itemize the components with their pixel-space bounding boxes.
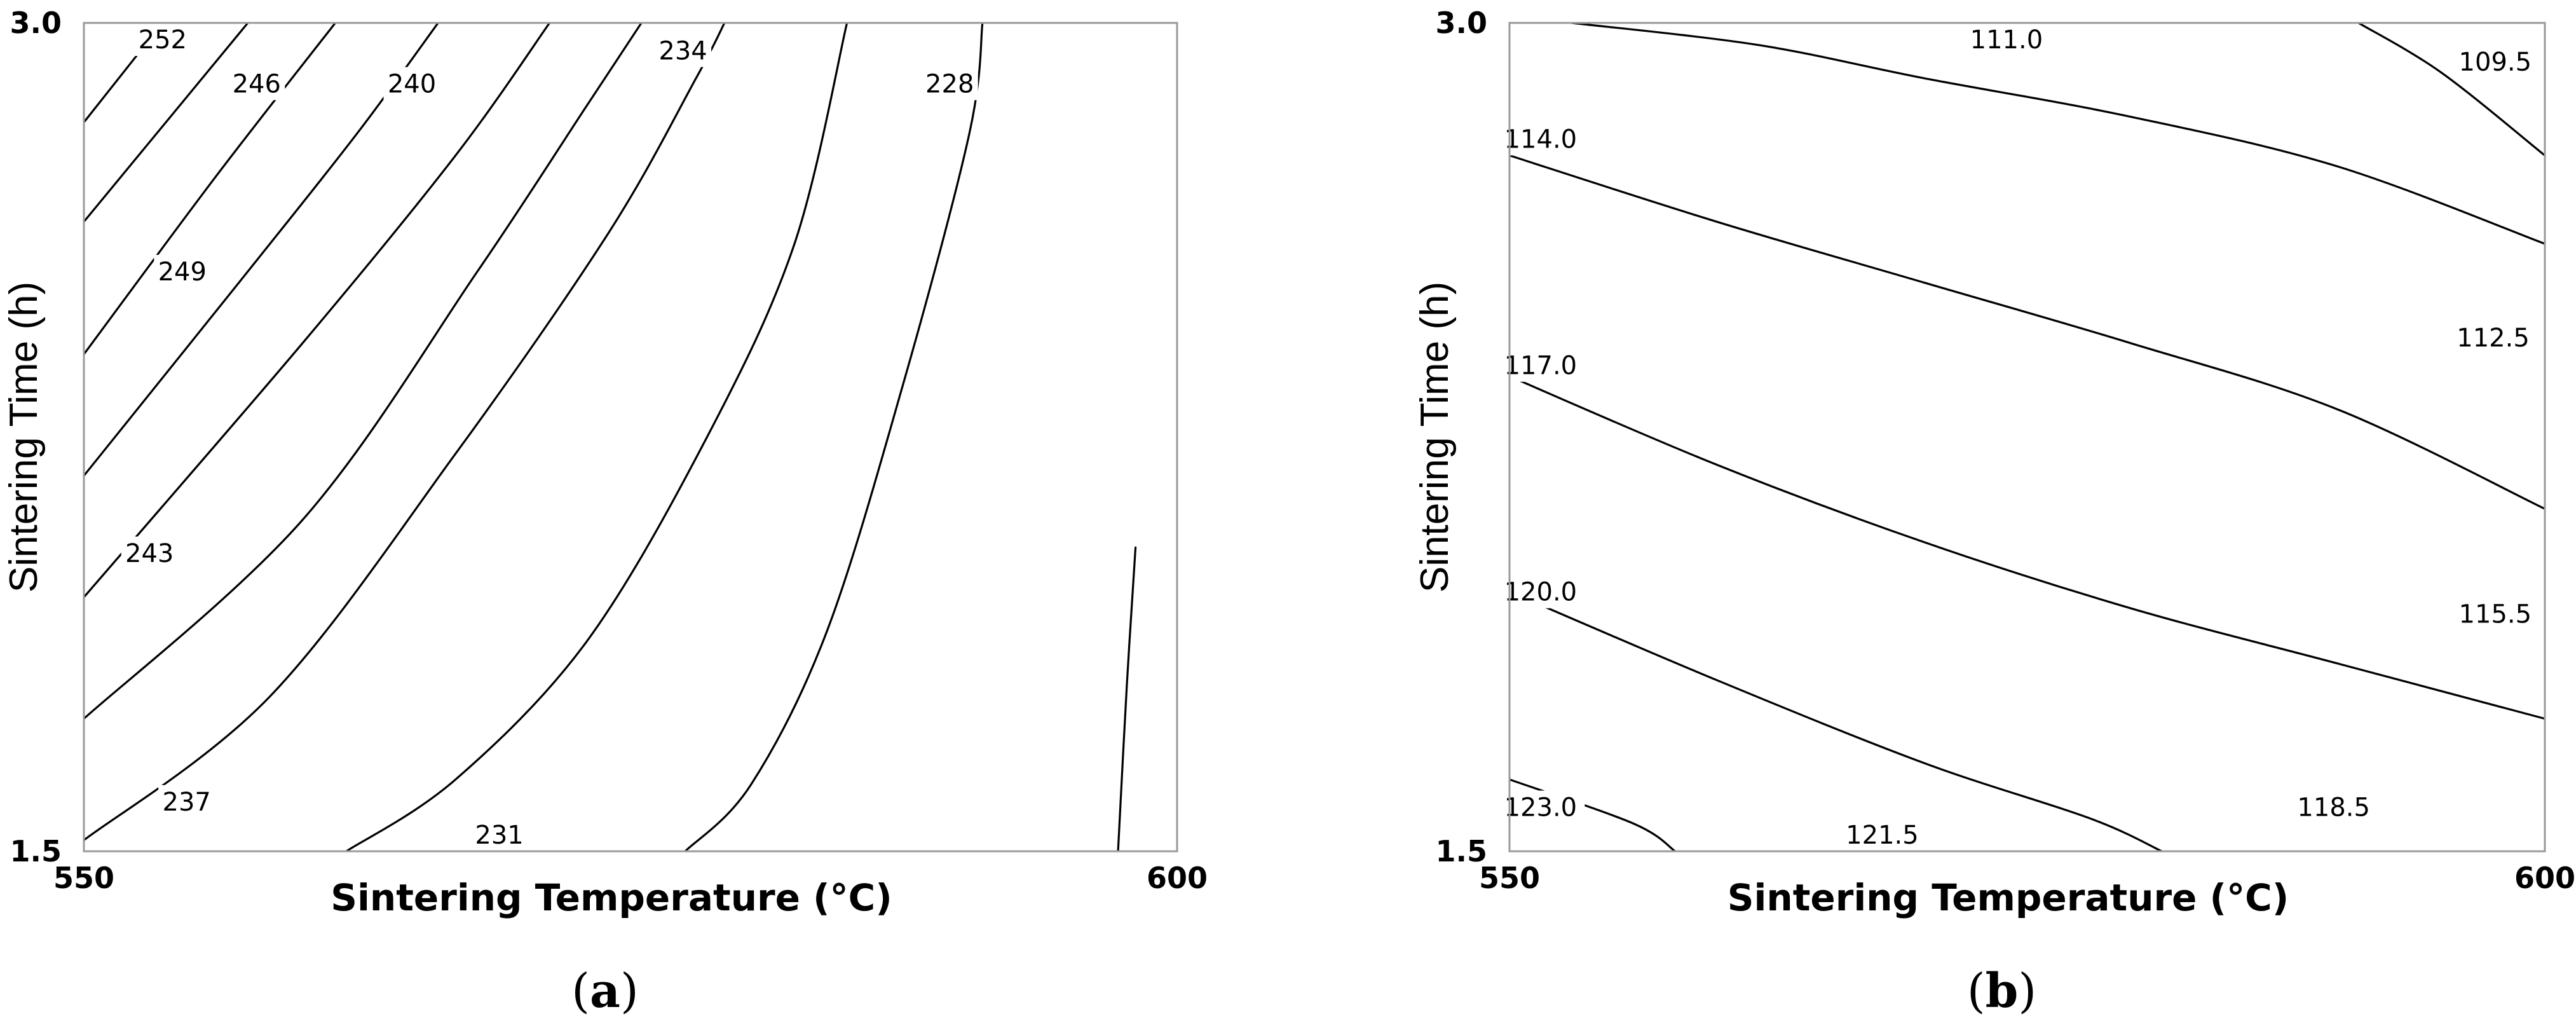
contour-label-backing bbox=[1962, 23, 2051, 57]
contour-label: 118.5 bbox=[2297, 793, 2370, 823]
contour-label: 252 bbox=[139, 25, 187, 55]
x-tick-label: 550 bbox=[1479, 861, 1540, 895]
contour-lines bbox=[1509, 23, 2545, 851]
contour-line-123.0 bbox=[1509, 778, 1677, 851]
x-tick-label: 550 bbox=[53, 861, 114, 895]
contour-line-225 bbox=[1117, 546, 1137, 851]
x-axis-label: Sintering Temperature (°C) bbox=[331, 876, 892, 919]
contour-label-backing bbox=[1496, 348, 1585, 382]
contour-lines bbox=[84, 23, 1137, 851]
contour-label: 246 bbox=[233, 70, 281, 99]
contour-label-backing bbox=[471, 818, 528, 851]
panel-label: (b) bbox=[1967, 964, 2037, 1018]
contour-label-backing bbox=[121, 536, 178, 570]
contour-label-backing bbox=[2451, 45, 2540, 78]
contour-label-backing bbox=[921, 67, 978, 100]
contour-label-backing bbox=[228, 67, 285, 100]
contour-line-117.0 bbox=[1509, 375, 2545, 720]
contour-line-240 bbox=[84, 23, 551, 598]
contour-line-246 bbox=[84, 23, 337, 355]
contour-label-backing bbox=[134, 23, 191, 57]
contour-line-237 bbox=[84, 23, 643, 720]
contour-label: 111.0 bbox=[1970, 25, 2043, 55]
contour-label: 121.5 bbox=[1846, 821, 1919, 850]
y-tick-label: 1.5 bbox=[1436, 834, 1488, 868]
contour-label: 120.0 bbox=[1504, 578, 1578, 607]
contour-label: 112.5 bbox=[2457, 324, 2530, 353]
contour-label-backing bbox=[158, 785, 215, 818]
y-tick-label: 3.0 bbox=[1436, 6, 1488, 40]
contour-line-249 bbox=[84, 23, 249, 223]
contour-label-backing bbox=[1496, 122, 1585, 156]
y-tick-label: 3.0 bbox=[10, 6, 62, 40]
contour-label-backing bbox=[154, 254, 211, 288]
contour-line-111.0 bbox=[1571, 23, 2545, 245]
plot-frame bbox=[83, 22, 1178, 853]
contour-line-234 bbox=[84, 23, 726, 842]
contour-label-backing bbox=[2449, 321, 2538, 355]
x-tick-label: 600 bbox=[2514, 861, 2575, 895]
plot-frame bbox=[1508, 22, 2546, 853]
x-tick-label: 600 bbox=[1147, 861, 1208, 895]
contour-labels: 111.0 109.5 114.0 112.5 117.0 115.5 120.0 118.5… bbox=[1496, 23, 2540, 851]
panel-label: (a) bbox=[571, 964, 639, 1018]
contour-label-backing bbox=[655, 34, 712, 67]
y-axis-label: Sintering Time (h) bbox=[1413, 282, 1457, 593]
contour-line-114.0 bbox=[1509, 154, 2545, 510]
contour-label-backing bbox=[383, 67, 440, 100]
contour-line-228 bbox=[684, 23, 984, 851]
contour-label: 115.5 bbox=[2459, 600, 2532, 629]
contour-label-backing bbox=[2289, 790, 2378, 824]
contour-label-backing bbox=[2451, 597, 2540, 631]
contour-label: 109.5 bbox=[2459, 48, 2532, 77]
contour-label: 228 bbox=[925, 70, 974, 99]
contour-line-109.5 bbox=[2357, 23, 2545, 157]
x-axis-label: Sintering Temperature (°C) bbox=[1728, 876, 2289, 919]
contour-line-120.0 bbox=[1509, 591, 2163, 851]
contour-label: 249 bbox=[158, 257, 207, 287]
contour-label: 243 bbox=[125, 539, 174, 568]
contour-panel-b: 111.0 109.5 114.0 112.5 117.0 115.5 120.0 118.5… bbox=[1413, 6, 2575, 1018]
y-tick-label: 1.5 bbox=[10, 834, 62, 868]
contour-label-backing bbox=[1496, 790, 1585, 824]
contour-label-backing bbox=[1496, 575, 1585, 608]
y-axis-label: Sintering Time (h) bbox=[2, 282, 46, 593]
contour-label: 114.0 bbox=[1504, 125, 1578, 154]
contour-label: 234 bbox=[658, 36, 707, 65]
contour-label: 240 bbox=[388, 70, 436, 99]
contour-panel-a: 252 246 240 234 228 249 243 237 231 1.5 3.0 550 600 S… bbox=[2, 6, 1208, 1018]
contour-label: 237 bbox=[163, 788, 211, 817]
contour-labels: 252 246 240 234 228 249 243 237 231 bbox=[121, 23, 978, 851]
contour-label: 231 bbox=[475, 821, 523, 850]
contour-label: 117.0 bbox=[1504, 352, 1578, 381]
contour-label-backing bbox=[1837, 818, 1926, 851]
contour-line-231 bbox=[345, 23, 848, 851]
contour-label: 123.0 bbox=[1504, 793, 1578, 823]
